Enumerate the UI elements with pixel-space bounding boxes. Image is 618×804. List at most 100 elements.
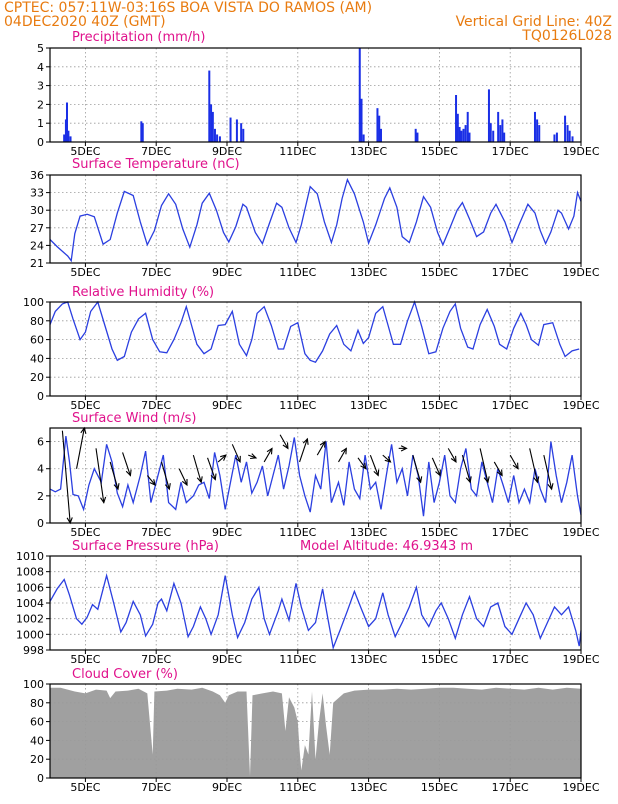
wind-arrow-head <box>496 469 503 477</box>
wind-arrow <box>61 430 71 524</box>
y-tick-label: 0 <box>37 136 44 149</box>
panel-4: Surface Pressure (hPa) Model Altitude: 46… <box>16 539 600 666</box>
wind-arrow <box>447 448 457 463</box>
x-tick-label: 15DEC <box>421 781 458 794</box>
y-tick-label: 4 <box>37 61 44 74</box>
panel-frame <box>49 47 582 143</box>
wind-arrow-head <box>220 454 227 461</box>
wind-arrow-head <box>149 479 156 486</box>
y-tick-label: 4 <box>37 463 44 476</box>
precip-bar <box>497 111 500 142</box>
x-tick-label: 5DEC <box>70 781 100 794</box>
wind-arrow <box>509 454 519 469</box>
header-station: CPTEC: 057:11W-03:16S BOA VISTA DO RAMOS… <box>4 0 372 16</box>
wind-arrow-head <box>435 469 441 477</box>
x-tick-label: 5DEC <box>70 399 100 412</box>
series-line <box>49 177 582 263</box>
precip-bar <box>571 136 574 142</box>
x-tick-label: 13DEC <box>350 266 387 279</box>
precip-bar <box>65 102 68 142</box>
wind-arrow <box>279 434 289 449</box>
y-tick-label: 0 <box>37 390 44 403</box>
precip-bar <box>468 132 471 142</box>
precip-bar <box>211 111 214 142</box>
x-tick-label: 9DEC <box>212 266 242 279</box>
precip-bar <box>456 113 459 142</box>
precip-bar <box>460 130 463 142</box>
panel-frame <box>49 683 582 779</box>
precip-bar <box>362 134 365 142</box>
x-tick-label: 19DEC <box>562 653 599 666</box>
panel-title: Cloud Cover (%) <box>72 667 178 682</box>
panel-3: Surface Wind (m/s) 0 2 4 6 5DEC 7DEC 9DEC 11DEC 1… <box>37 411 600 539</box>
y-tick-label: 3 <box>37 80 44 93</box>
header-date: 04DEC2020 40Z (GMT) <box>4 14 166 30</box>
y-tick-label: 1000 <box>16 628 44 641</box>
wind-arrow <box>299 438 308 463</box>
precip-bar <box>235 119 238 142</box>
x-tick-label: 11DEC <box>279 399 316 412</box>
panel-1: Surface Temperature (nC) 21 24 27 30 33 36 5DEC… <box>30 157 600 279</box>
precip-bar <box>360 98 363 142</box>
y-tick-label: 24 <box>30 239 44 252</box>
wind-arrow-head <box>181 479 188 487</box>
wind-arrow <box>357 457 367 470</box>
x-tick-label: 5DEC <box>70 653 100 666</box>
wind-arrow <box>248 454 257 459</box>
y-tick-label: 1004 <box>16 597 44 610</box>
x-tick-label: 7DEC <box>141 781 171 794</box>
panel-0: Precipitation (mm/h) 0 1 2 3 4 5 5DEC 7DEC 9DEC 11… <box>37 30 600 158</box>
x-tick-label: 11DEC <box>279 781 316 794</box>
panel-frame <box>49 174 582 264</box>
wind-arrow-head <box>416 476 423 484</box>
x-tick-label: 17DEC <box>492 526 529 539</box>
y-tick-label: 5 <box>37 42 44 55</box>
x-tick-label: 7DEC <box>141 526 171 539</box>
y-tick-label: 80 <box>30 697 44 710</box>
x-tick-label: 17DEC <box>492 145 529 158</box>
precip-bar <box>63 134 66 142</box>
wind-arrow <box>217 454 227 463</box>
x-tick-label: 7DEC <box>141 145 171 158</box>
y-tick-label: 40 <box>30 352 44 365</box>
precip-bar <box>503 132 506 142</box>
x-tick-label: 13DEC <box>350 399 387 412</box>
x-tick-label: 19DEC <box>562 781 599 794</box>
wind-arrow-head <box>384 456 392 463</box>
panel-5: Cloud Cover (%) 0 20 40 60 80 100 5DEC 7DEC 9DEC 1… <box>23 667 600 794</box>
x-tick-label: 13DEC <box>350 781 387 794</box>
y-tick-label: 27 <box>30 222 44 235</box>
y-tick-label: 40 <box>30 734 44 747</box>
header-model: TQ0126L028 <box>521 28 612 44</box>
wind-arrow <box>76 427 85 469</box>
wind-arrow <box>109 461 119 490</box>
wind-arrow <box>412 454 422 483</box>
x-tick-label: 15DEC <box>421 399 458 412</box>
x-tick-label: 15DEC <box>421 266 458 279</box>
panels-group: Precipitation (mm/h) 0 1 2 3 4 5 5DEC 7DEC 9DEC 11… <box>16 30 600 794</box>
precip-bar <box>210 104 213 142</box>
wind-arrow-head <box>450 455 457 464</box>
x-tick-label: 13DEC <box>350 526 387 539</box>
x-tick-label: 15DEC <box>421 526 458 539</box>
x-tick-label: 7DEC <box>141 653 171 666</box>
wind-arrow-head <box>512 462 519 470</box>
wind-arrow <box>431 457 441 476</box>
wind-arrow-head <box>319 440 326 448</box>
precip-bar <box>140 121 143 142</box>
x-tick-label: 15DEC <box>421 145 458 158</box>
x-tick-label: 17DEC <box>492 653 529 666</box>
x-tick-label: 19DEC <box>562 266 599 279</box>
wind-arrow <box>231 444 241 463</box>
y-tick-label: 100 <box>23 678 44 691</box>
y-tick-label: 2 <box>37 490 44 503</box>
y-tick-label: 1 <box>37 117 44 130</box>
precip-bar <box>568 130 571 142</box>
panel-frame <box>49 427 582 524</box>
wind-arrow <box>369 454 379 476</box>
precip-bar <box>218 136 221 142</box>
wind-arrow-head <box>483 476 490 484</box>
precip-bar <box>69 136 72 142</box>
panel-title: Surface Temperature (nC) <box>72 157 240 172</box>
wind-arrow <box>122 452 131 476</box>
